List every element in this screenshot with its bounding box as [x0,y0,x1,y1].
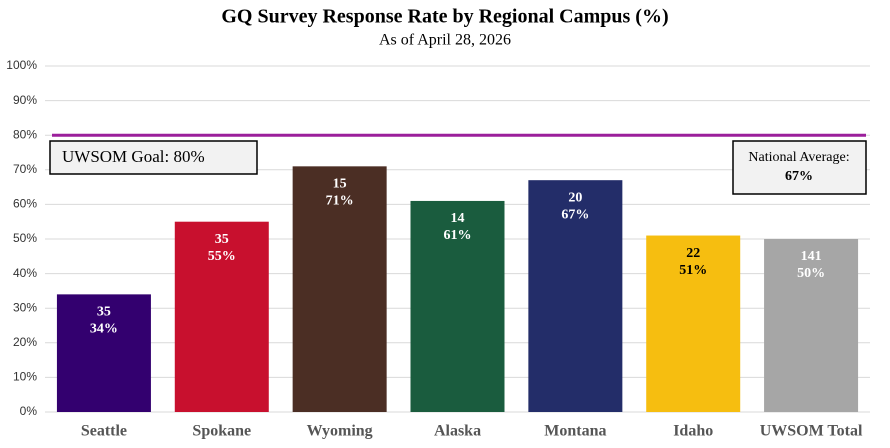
count-label: 14 [451,211,465,226]
bar [56,294,151,412]
bar [410,200,505,412]
x-tick-label: Montana [544,423,606,440]
value-label: 71% [326,194,354,209]
national-label: National Average: [748,150,849,165]
x-tick-label: Spokane [192,423,251,440]
y-tick-label: 100% [6,58,37,72]
y-tick-label: 70% [13,162,37,176]
count-label: 141 [801,249,822,264]
value-label: 55% [208,249,236,264]
national-box [732,140,867,195]
x-tick-label: UWSOM Total [760,423,863,440]
bar [292,166,387,412]
value-label: 51% [679,263,707,278]
y-tick-label: 40% [13,266,37,280]
y-tick-label: 80% [13,127,37,141]
y-tick-label: 60% [13,197,37,211]
bar [646,235,741,412]
y-tick-label: 10% [13,370,37,384]
value-label: 61% [444,228,472,243]
x-tick-label: Alaska [434,423,481,440]
y-tick-label: 30% [13,300,37,314]
bar [174,221,269,412]
value-label: 34% [90,322,118,337]
bar [528,180,623,412]
count-label: 35 [97,305,111,320]
bar [764,239,859,412]
y-tick-label: 20% [13,335,37,349]
x-tick-label: Idaho [673,423,713,440]
goal-box [49,140,258,175]
national-value: 67% [785,169,813,184]
x-tick-label: Wyoming [307,423,373,440]
value-label: 67% [561,207,589,222]
count-label: 20 [568,190,582,205]
y-tick-label: 0% [20,404,38,418]
x-tick-label: Seattle [81,423,127,440]
count-label: 15 [333,177,347,192]
goal-label: UWSOM Goal: 80% [62,147,205,166]
chart-subtitle: As of April 28, 2026 [379,32,511,49]
chart-title: GQ Survey Response Rate by Regional Camp… [221,6,668,28]
value-label: 50% [797,266,825,281]
y-tick-label: 90% [13,93,37,107]
count-label: 22 [686,246,700,261]
count-label: 35 [215,232,229,247]
y-tick-label: 50% [13,231,37,245]
